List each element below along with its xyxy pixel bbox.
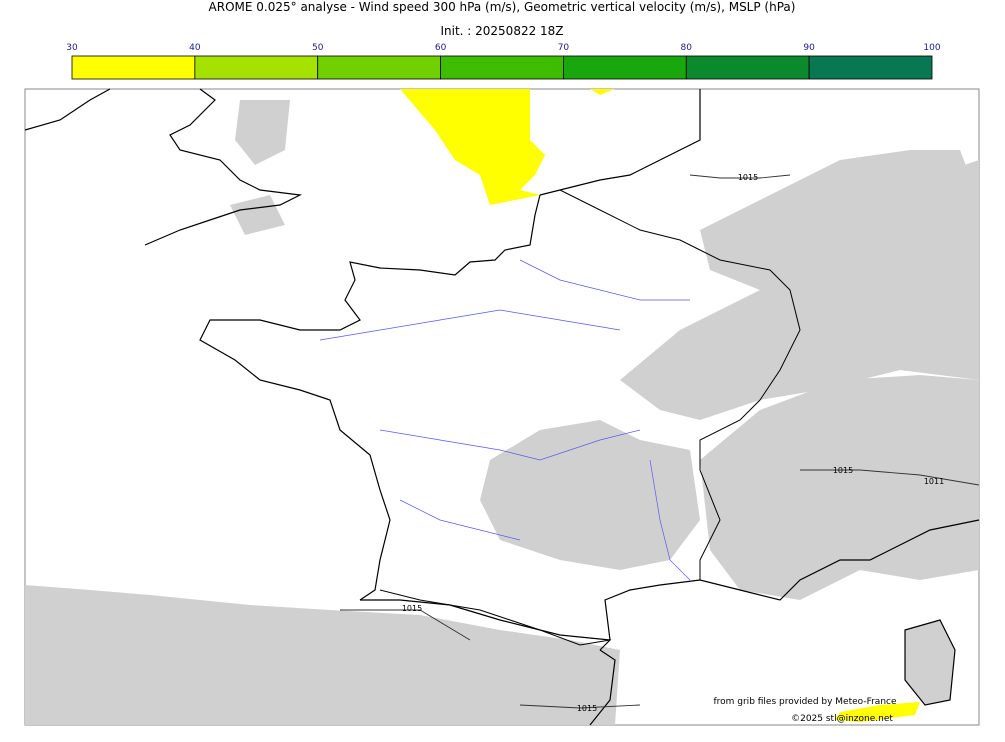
- colorbar-tick-label: 40: [189, 43, 201, 53]
- colorbar: 30 40 50 60 70 80 90 100: [66, 43, 941, 80]
- colorbar-segment: [317, 55, 441, 80]
- colorbar-tick-label: 30: [66, 43, 78, 53]
- isobar-label: 1015: [402, 604, 422, 613]
- colorbar-tick-label: 80: [681, 43, 693, 53]
- colorbar-tick-label: 70: [558, 43, 570, 53]
- colorbar-tick-label: 60: [435, 43, 447, 53]
- isobar-label: 1015: [738, 173, 758, 182]
- borders: [379, 189, 801, 646]
- colorbar-tick-label: 100: [923, 43, 940, 53]
- colorbar-tick-label: 50: [312, 43, 324, 53]
- isobars: [340, 174, 980, 709]
- colorbar-segment: [685, 55, 810, 80]
- subtitle: Init. : 20250822 18Z: [440, 24, 563, 38]
- isobar-label: 1015: [577, 704, 597, 713]
- isobar-label: 1011: [924, 477, 944, 486]
- terrain: [25, 100, 979, 725]
- credit: from grib files provided by Meteo-France: [713, 697, 896, 707]
- colorbar-segment: [563, 55, 687, 80]
- credit: ©2025 stl@inzone.net: [791, 714, 893, 724]
- colorbar-segment: [808, 55, 933, 80]
- wind-speed-area: [400, 89, 920, 722]
- rivers: [319, 259, 691, 581]
- colorbar-segment: [194, 55, 319, 80]
- map: 1015 1015 1011 1015 1015 from grib files…: [24, 88, 980, 726]
- colorbar-tick-label: 90: [803, 43, 815, 53]
- colorbar-segment: [440, 55, 564, 80]
- isobar-label: 1015: [833, 466, 853, 475]
- colorbar-segment: [71, 55, 196, 80]
- title: AROME 0.025° analyse - Wind speed 300 hP…: [209, 0, 796, 14]
